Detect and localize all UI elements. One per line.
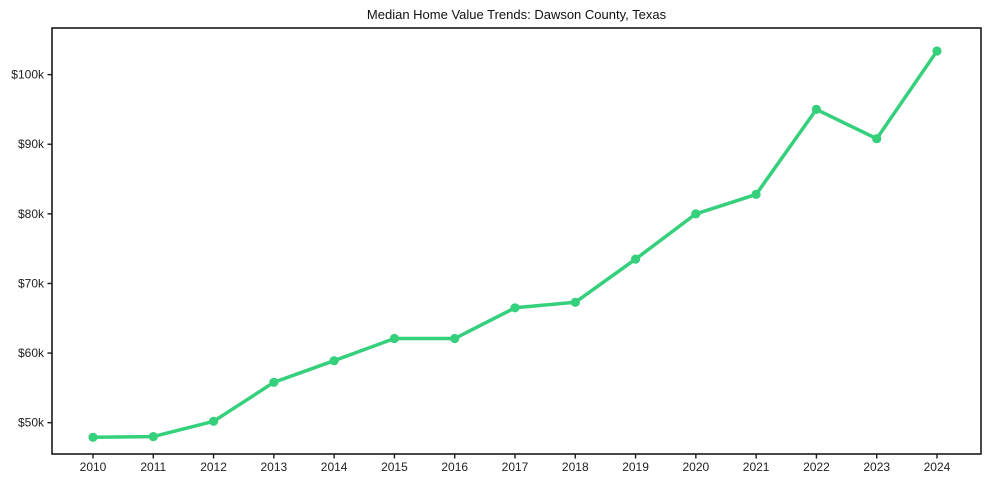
y-tick-label: $80k bbox=[18, 207, 45, 221]
x-tick-label: 2023 bbox=[863, 460, 890, 474]
y-tick-label: $50k bbox=[18, 416, 45, 430]
y-tick-label: $60k bbox=[18, 346, 45, 360]
x-tick-label: 2021 bbox=[743, 460, 770, 474]
x-tick-label: 2010 bbox=[80, 460, 107, 474]
x-tick-label: 2015 bbox=[381, 460, 408, 474]
x-tick-label: 2017 bbox=[502, 460, 529, 474]
x-tick-label: 2018 bbox=[562, 460, 589, 474]
data-point-marker bbox=[932, 46, 942, 56]
x-tick-label: 2020 bbox=[682, 460, 709, 474]
data-point-marker bbox=[450, 333, 460, 344]
y-tick-label: $90k bbox=[18, 137, 45, 151]
chart-title: Median Home Value Trends: Dawson County,… bbox=[366, 7, 667, 22]
data-point-marker bbox=[691, 209, 701, 219]
data-point-marker bbox=[269, 377, 279, 387]
data-point-marker bbox=[510, 303, 520, 313]
data-point-marker bbox=[631, 254, 641, 264]
x-tick-label: 2012 bbox=[200, 460, 227, 474]
data-point-marker bbox=[148, 432, 158, 442]
data-point-marker bbox=[872, 134, 882, 144]
y-tick-label: $70k bbox=[18, 276, 45, 290]
data-point-marker bbox=[209, 416, 219, 426]
x-tick-label: 2024 bbox=[924, 460, 951, 474]
y-tick-label: $100k bbox=[11, 68, 45, 82]
data-point-marker bbox=[389, 333, 399, 344]
data-point-marker bbox=[88, 432, 98, 442]
data-point-marker bbox=[570, 297, 580, 307]
x-tick-label: 2011 bbox=[140, 460, 166, 474]
series-line bbox=[91, 49, 939, 440]
x-tick-label: 2019 bbox=[622, 460, 649, 474]
data-point-marker bbox=[751, 189, 761, 199]
x-tick-label: 2016 bbox=[441, 460, 468, 474]
data-point-marker bbox=[811, 104, 822, 114]
x-tick-label: 2014 bbox=[321, 460, 348, 474]
axes-frame bbox=[51, 27, 982, 455]
x-tick-label: 2013 bbox=[260, 460, 287, 474]
data-point-marker bbox=[329, 356, 339, 366]
x-tick-label: 2022 bbox=[803, 460, 830, 474]
